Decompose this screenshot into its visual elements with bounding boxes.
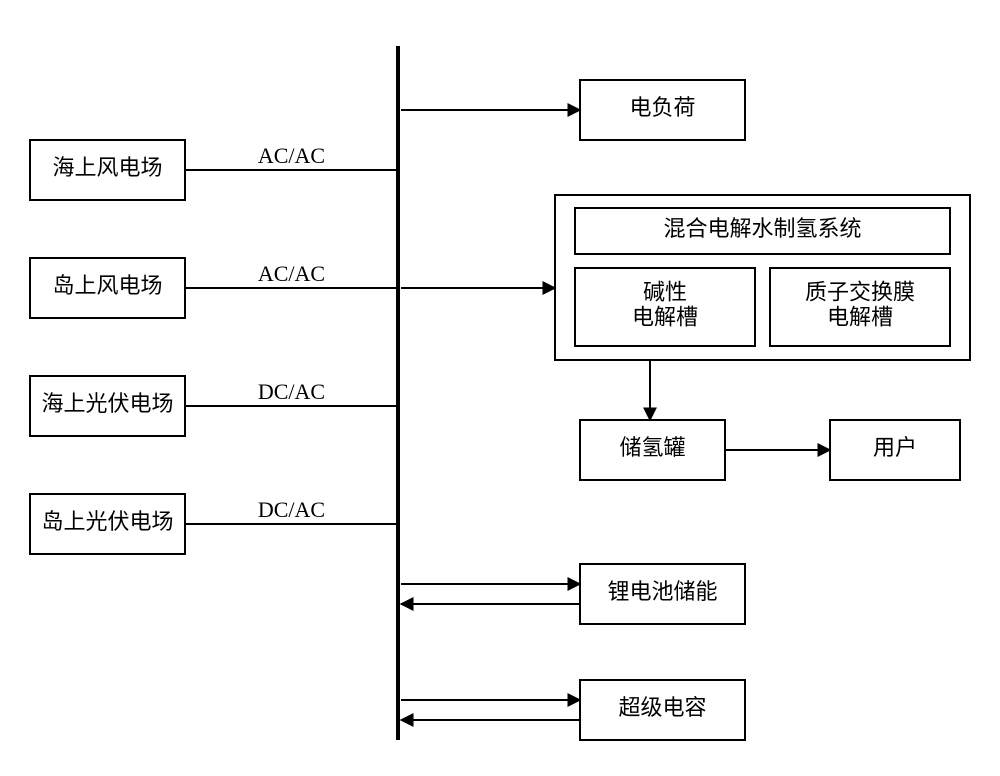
island-wind-label: 岛上风电场 [52, 273, 162, 298]
electrolysis-title-label: 混合电解水制氢系统 [663, 216, 861, 241]
island-wind-converter-label: AC/AC [258, 261, 325, 286]
alkaline-label-line-0: 碱性 [643, 279, 687, 304]
pem-label-line-1: 电解槽 [827, 305, 893, 330]
supercap-label: 超级电容 [618, 695, 706, 720]
offshore-wind-label: 海上风电场 [52, 155, 162, 180]
offshore-pv-label: 海上光伏电场 [41, 391, 173, 416]
offshore-pv-converter-label: DC/AC [258, 379, 325, 404]
island-pv-label: 岛上光伏电场 [41, 509, 173, 534]
alkaline-label-line-1: 电解槽 [632, 305, 698, 330]
li-battery-label: 锂电池储能 [607, 579, 717, 604]
pem-label-line-0: 质子交换膜 [805, 279, 915, 304]
h2-tank-label: 储氢罐 [619, 435, 685, 460]
elec-load-label: 电负荷 [629, 95, 695, 120]
offshore-wind-converter-label: AC/AC [258, 143, 325, 168]
island-pv-converter-label: DC/AC [258, 497, 325, 522]
user-label: 用户 [873, 435, 917, 460]
